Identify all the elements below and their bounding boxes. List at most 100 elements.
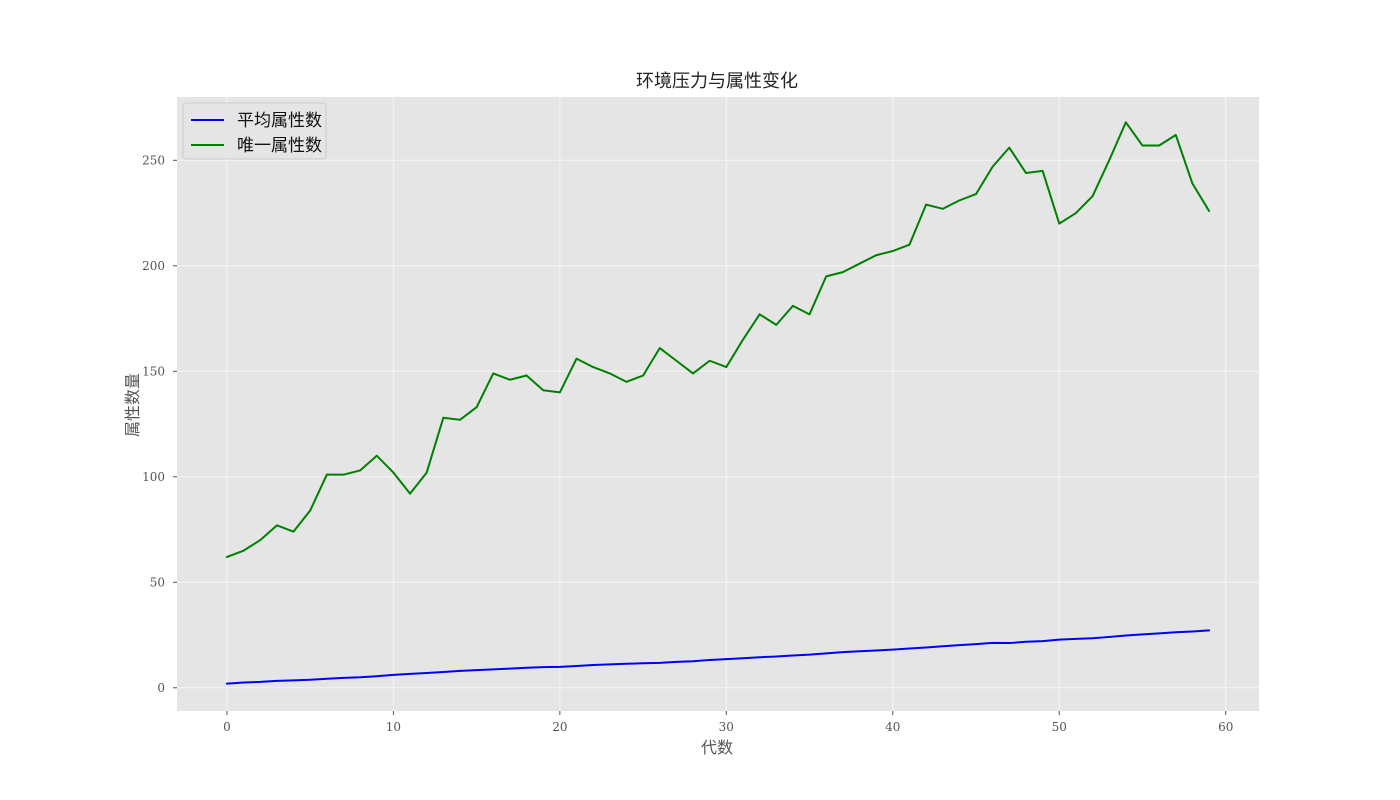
grid-lines: [177, 97, 1259, 711]
series-1-point: [658, 347, 661, 349]
series-1-point: [1075, 212, 1077, 214]
series-0-point: [242, 681, 245, 684]
series-0-point: [1158, 632, 1160, 635]
series-1-point: [326, 473, 328, 476]
series-0-point: [1091, 637, 1094, 640]
series-0-point: [525, 666, 528, 669]
series-0-point: [609, 663, 611, 666]
series-1-point: [309, 509, 311, 512]
series-0-point: [509, 667, 511, 670]
series-0-point: [392, 674, 395, 676]
series-1-point: [975, 193, 977, 195]
series-1-point: [825, 275, 827, 278]
series-1-point: [875, 254, 877, 257]
series-1-point: [692, 372, 694, 375]
x-tick-label: 10: [386, 720, 401, 734]
series-0-point: [975, 643, 977, 645]
chart-title: 环境压力与属性变化: [636, 71, 798, 92]
series-line-1: [225, 121, 1211, 558]
series-layer: [225, 121, 1211, 685]
series-1-point: [725, 366, 728, 368]
series-1-point: [775, 324, 778, 326]
series-1-point: [1125, 121, 1127, 124]
y-axis-ticks: 0 50 100 150 200 250: [142, 153, 177, 695]
series-1-point: [259, 539, 262, 541]
series-1-point: [1025, 172, 1027, 174]
series-1-point: [708, 359, 711, 362]
y-tick-label: 250: [142, 153, 165, 167]
series-0-point: [808, 653, 811, 656]
series-0-point: [792, 654, 794, 657]
series-1-point: [409, 492, 411, 495]
series-0-point: [875, 649, 877, 652]
series-1-point: [1158, 144, 1160, 147]
series-1-point: [858, 262, 861, 265]
series-0-point: [925, 646, 927, 649]
series-1-point: [226, 556, 228, 558]
series-0-point: [375, 675, 378, 677]
series-1-point: [359, 469, 361, 472]
series-0-point: [625, 662, 628, 665]
series-1-point: [625, 381, 628, 383]
series-0-point: [908, 647, 911, 650]
x-tick-label: 20: [552, 720, 567, 734]
series-0-point: [226, 682, 228, 685]
series-0-point: [642, 662, 644, 665]
y-axis-label: 属性数量: [123, 373, 142, 437]
series-1-point: [1058, 222, 1061, 225]
x-tick-label: 40: [885, 720, 900, 734]
series-1-point: [642, 374, 644, 377]
series-1-point: [742, 338, 744, 341]
series-0-point: [442, 671, 445, 673]
series-0-point: [858, 650, 861, 653]
series-1-point: [758, 313, 761, 316]
series-1-point: [242, 549, 245, 552]
x-tick-label: 30: [719, 720, 734, 734]
series-1-point: [375, 454, 378, 457]
series-0-point: [1141, 633, 1144, 636]
series-1-point: [808, 313, 811, 316]
series-1-point: [342, 473, 345, 476]
series-0-point: [742, 657, 744, 660]
series-1-point: [941, 208, 944, 210]
series-0-point: [409, 673, 411, 675]
series-1-point: [542, 389, 545, 392]
series-0-point: [342, 677, 345, 679]
plot-background: [177, 97, 1259, 711]
x-axis-ticks: 0 10 20 30 40 50 60: [223, 711, 1233, 734]
series-0-point: [575, 665, 578, 667]
series-0-point: [326, 677, 328, 680]
series-0-point: [958, 644, 961, 646]
series-0-point: [475, 669, 478, 671]
x-tick-label: 60: [1218, 720, 1233, 734]
series-0-point: [276, 680, 278, 682]
y-tick-label: 150: [142, 364, 165, 378]
series-1-point: [1091, 195, 1094, 197]
series-1-point: [509, 378, 511, 381]
series-1-point: [908, 243, 911, 246]
legend-label-avg: 平均属性数: [237, 111, 322, 131]
series-0-point: [542, 666, 545, 668]
series-0-point: [359, 676, 361, 679]
y-tick-label: 50: [150, 575, 165, 589]
series-1-point: [276, 524, 278, 527]
series-0-point: [675, 661, 678, 663]
series-1-point: [425, 471, 428, 474]
series-line-0: [225, 629, 1211, 685]
series-1-point: [609, 372, 611, 375]
series-1-point: [292, 530, 295, 533]
series-0-point: [1058, 638, 1061, 641]
series-1-point: [1008, 146, 1011, 149]
series-0-point: [292, 679, 295, 682]
series-1-point: [991, 165, 994, 168]
series-1-point: [1208, 210, 1210, 212]
series-0-point: [492, 668, 495, 671]
series-0-point: [658, 662, 661, 664]
series-0-point: [1208, 629, 1210, 632]
series-0-point: [842, 651, 844, 653]
series-0-point: [559, 666, 561, 668]
series-0-point: [259, 681, 262, 683]
series-0-point: [941, 645, 944, 648]
series-0-point: [692, 660, 694, 662]
legend: 平均属性数 唯一属性数: [182, 102, 327, 160]
